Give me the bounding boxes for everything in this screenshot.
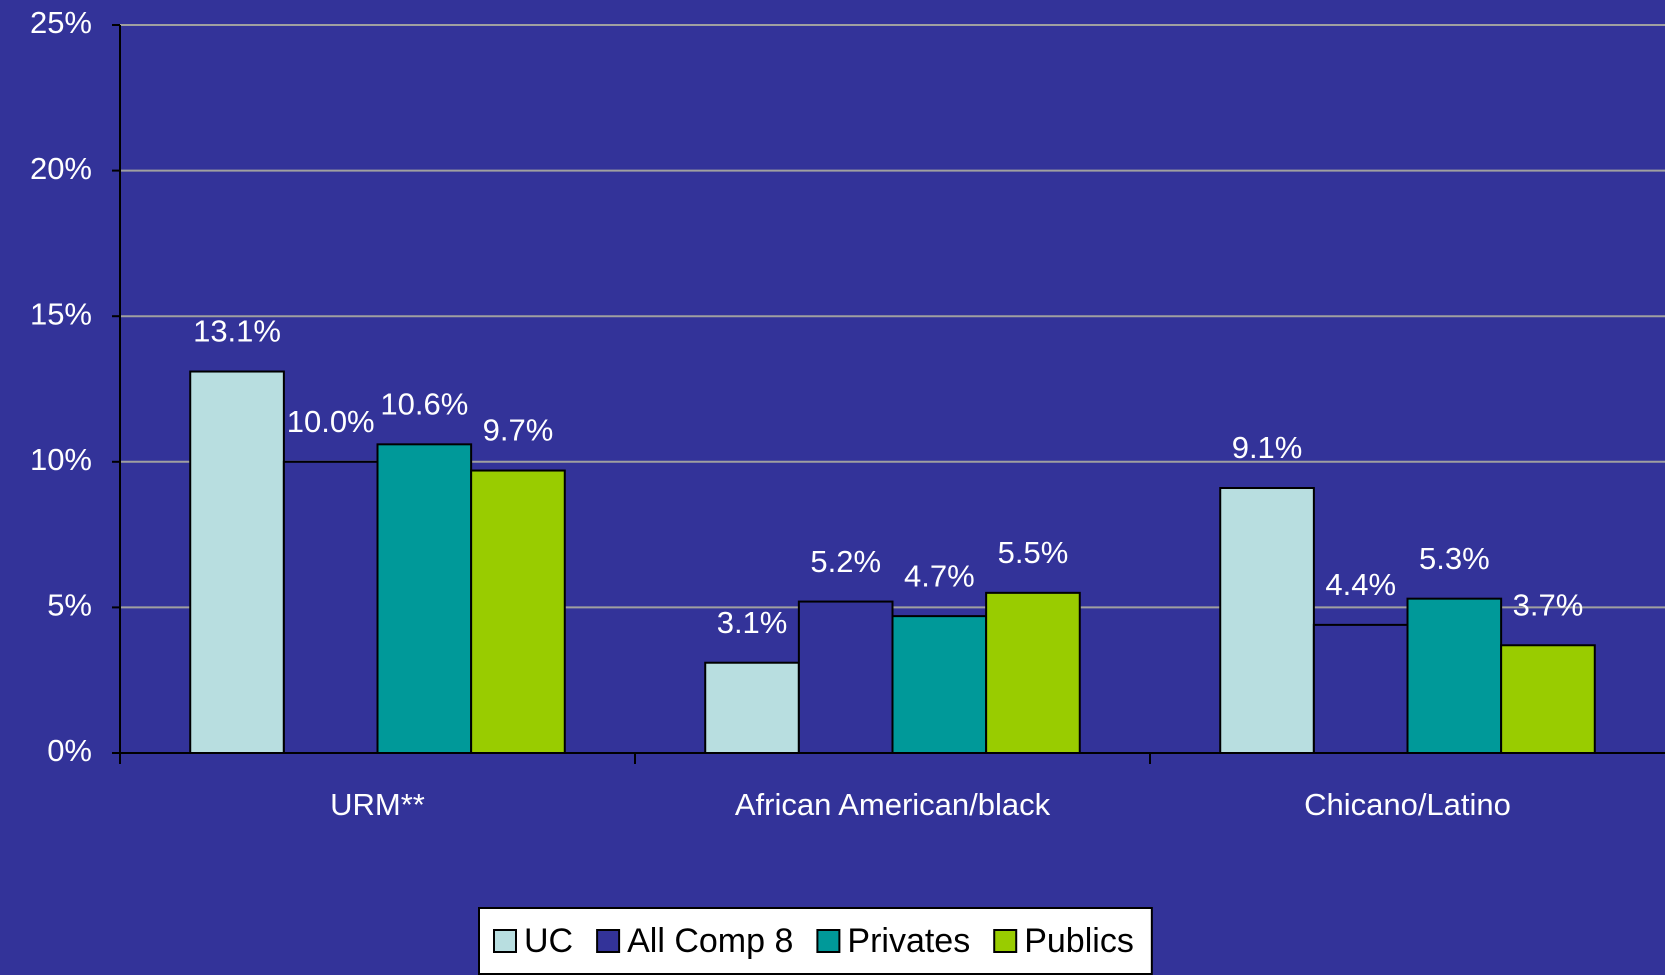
bar bbox=[1500, 644, 1596, 754]
bar bbox=[704, 661, 800, 755]
value-label: 5.5% bbox=[998, 535, 1069, 570]
x-tick-label: URM** bbox=[330, 787, 425, 822]
x-tick-label: Chicano/Latino bbox=[1304, 787, 1511, 822]
value-label: 9.1% bbox=[1232, 430, 1303, 465]
legend-label: Privates bbox=[847, 922, 970, 960]
legend-swatch bbox=[493, 929, 517, 953]
y-tick-label: 15% bbox=[30, 296, 92, 331]
bar bbox=[1406, 597, 1503, 754]
value-label: 10.6% bbox=[380, 387, 468, 422]
bar bbox=[189, 370, 285, 754]
y-tick-label: 20% bbox=[30, 151, 92, 186]
legend-swatch bbox=[596, 929, 621, 953]
legend-swatch bbox=[993, 929, 1018, 953]
legend-label: UC bbox=[524, 922, 573, 960]
y-tick-label: 25% bbox=[30, 5, 92, 40]
value-label: 5.2% bbox=[810, 544, 881, 579]
y-tick-label: 5% bbox=[47, 588, 92, 623]
bar bbox=[282, 460, 379, 754]
value-label: 5.3% bbox=[1419, 541, 1490, 576]
x-tick-label: African American/black bbox=[735, 787, 1051, 822]
legend-swatch bbox=[816, 929, 841, 953]
value-label: 10.0% bbox=[287, 404, 375, 439]
bar bbox=[891, 615, 988, 754]
value-label: 9.7% bbox=[483, 413, 554, 448]
bar bbox=[985, 591, 1081, 755]
value-label: 3.1% bbox=[717, 605, 788, 640]
bar bbox=[470, 469, 566, 754]
legend-box bbox=[478, 907, 1153, 975]
value-label: 13.1% bbox=[193, 314, 281, 349]
bar bbox=[1219, 487, 1315, 754]
y-tick-label: 0% bbox=[47, 733, 92, 768]
bar bbox=[1312, 623, 1409, 755]
legend-label: Publics bbox=[1024, 922, 1134, 960]
bar bbox=[376, 443, 473, 754]
value-label: 3.7% bbox=[1513, 587, 1584, 622]
value-label: 4.7% bbox=[904, 558, 975, 593]
legend-label: All Comp 8 bbox=[627, 922, 793, 960]
legend: UC All Comp 8 Privates Publics bbox=[478, 907, 1153, 975]
bar bbox=[797, 600, 894, 754]
y-tick-label: 10% bbox=[30, 442, 92, 477]
value-label: 4.4% bbox=[1325, 567, 1396, 602]
